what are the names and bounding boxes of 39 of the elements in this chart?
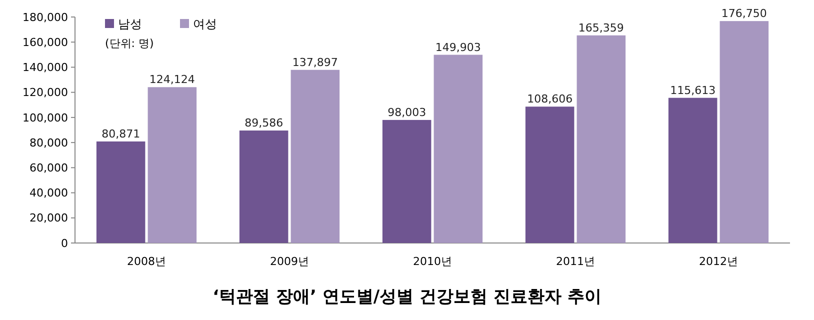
x-tick-label: 2012년 [699,255,738,268]
data-label: 124,124 [149,73,195,86]
annotation: (단위: 명) [105,37,154,50]
y-tick-label: 120,000 [22,86,68,100]
y-tick-label: 80,000 [30,136,68,150]
y-tick-label: 100,000 [22,111,68,124]
bar [148,87,197,243]
bar [96,141,146,243]
y-tick-label: 160,000 [22,36,68,49]
data-label: 137,897 [292,56,338,69]
bar [239,130,288,243]
bar [668,98,718,243]
data-label: 89,586 [244,116,284,130]
data-label: 149,903 [435,40,481,54]
data-label: 98,003 [388,106,426,119]
y-tick-label: 0 [61,236,68,250]
x-tick-label: 2010년 [413,255,452,268]
y-tick-label: 40,000 [30,186,68,200]
x-tick-label: 2011년 [556,255,595,268]
bar [525,106,574,243]
y-tick-label: 20,000 [30,212,68,225]
x-tick-label: 2009년 [270,255,309,268]
x-tick-label: 2008년 [127,255,166,268]
bar [434,54,483,243]
data-label: 80,871 [102,127,140,140]
bar [720,21,769,243]
data-label: 115,613 [670,84,716,97]
data-label: 176,750 [721,7,767,20]
data-label: 108,606 [527,92,573,106]
data-label: 165,359 [578,21,624,34]
legend-label: 남성 [118,17,142,31]
legend-label: 여성 [193,17,217,31]
y-tick-label: 140,000 [22,61,68,74]
text: ‘턱관절 장애’ 연도별/성별 건강보험 진료환자 추이 [212,287,602,307]
bar [290,70,340,243]
y-tick-label: 60,000 [30,162,68,175]
y-tick-label: 180,000 [22,10,68,24]
bar [576,35,626,243]
bar [382,120,432,243]
